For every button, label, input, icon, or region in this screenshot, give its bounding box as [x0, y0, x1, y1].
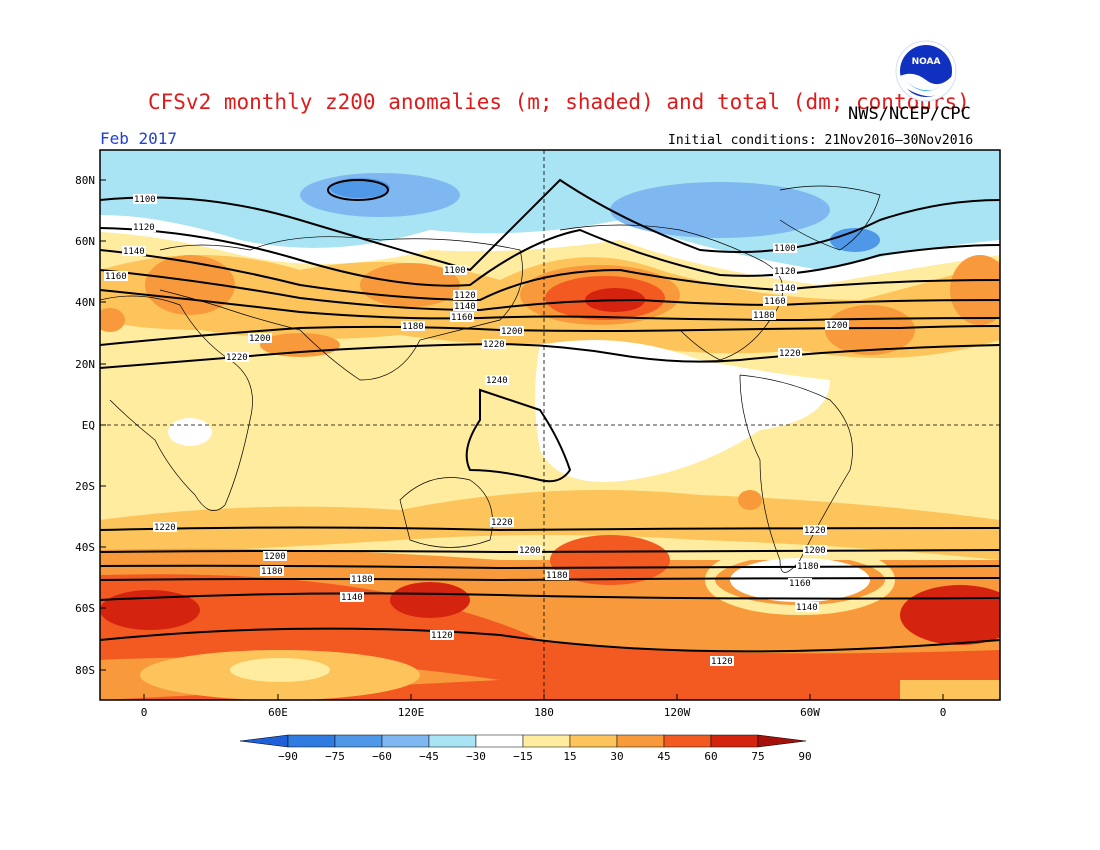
- colorbar-arrow-high: [757, 734, 807, 748]
- lon-tick-label: 60W: [800, 706, 820, 719]
- lon-tick-label: 0: [940, 706, 947, 719]
- contour-label: 1140: [774, 284, 796, 294]
- colorbar-tick-label: −75: [325, 750, 345, 763]
- lon-tick-label: 0: [141, 706, 148, 719]
- colorbar-swatch: [569, 734, 618, 748]
- chart-title: CFSv2 monthly z200 anomalies (m; shaded)…: [148, 90, 970, 114]
- contour-label: 1140: [796, 603, 818, 613]
- contour-label: 1180: [351, 575, 373, 585]
- lat-tick-label: 60N: [75, 235, 95, 248]
- latitude-axis: 80N 60N 40N 20N EQ 20S 40S 60S 80S: [75, 174, 106, 677]
- contour-label: 1180: [546, 571, 568, 581]
- initial-conditions: Initial conditions: 21Nov2016–30Nov2016: [668, 133, 974, 148]
- contour-label: 1120: [133, 223, 155, 233]
- lat-tick-label: 40N: [75, 296, 95, 309]
- contour-label: 1200: [804, 546, 826, 556]
- colorbar-tick-label: 90: [798, 750, 811, 763]
- colorbar-swatch: [334, 734, 383, 748]
- colorbar-tick-label: 30: [610, 750, 623, 763]
- contour-label-group: 1100 1120 1140 1160 1100 1120 1140 1160 …: [104, 194, 849, 667]
- lon-tick-label: 120W: [664, 706, 691, 719]
- lat-tick-label: 20S: [75, 480, 95, 493]
- contour-label: 1160: [105, 272, 127, 282]
- contour-label: 1200: [826, 321, 848, 331]
- contour-label: 1200: [264, 552, 286, 562]
- colorbar-swatch: [522, 734, 571, 748]
- colorbar-swatch: [616, 734, 665, 748]
- contour-label: 1220: [483, 340, 505, 350]
- colorbar-swatch: [475, 734, 524, 748]
- forecast-month: Feb 2017: [100, 129, 178, 148]
- contour-label: 1220: [804, 526, 826, 536]
- lat-tick-label: EQ: [82, 419, 95, 432]
- lon-tick-label: 120E: [398, 706, 425, 719]
- contour-label: 1180: [402, 322, 424, 332]
- contour-label: 1240: [486, 376, 508, 386]
- contour-label: 1180: [261, 567, 283, 577]
- colorbar-swatch: [663, 734, 712, 748]
- organization-label: NWS/NCEP/CPC: [848, 104, 971, 124]
- contour-label: 1160: [789, 579, 811, 589]
- contour-label: 1200: [249, 334, 271, 344]
- svg-text:NOAA: NOAA: [912, 57, 941, 67]
- colorbar-swatch: [710, 734, 759, 748]
- colorbar-swatch: [428, 734, 477, 748]
- colorbar-tick-label: −60: [372, 750, 392, 763]
- contour-label: 1180: [753, 311, 775, 321]
- contour-label: 1200: [519, 546, 541, 556]
- contour-label: 1220: [226, 353, 248, 363]
- colorbar-tick-label: −15: [513, 750, 533, 763]
- colorbar-swatch: [287, 734, 336, 748]
- contour-label: 1220: [154, 523, 176, 533]
- contour-label: 1120: [774, 267, 796, 277]
- colorbar-legend: −90 −75 −60 −45 −30 −15 15 30 45 60 75 90: [239, 734, 812, 763]
- colorbar-tick-label: 60: [704, 750, 717, 763]
- colorbar-tick-label: 15: [563, 750, 576, 763]
- lon-tick-label: 180: [534, 706, 554, 719]
- lat-tick-label: 20N: [75, 358, 95, 371]
- contour-label: 1120: [431, 631, 453, 641]
- lat-tick-label: 40S: [75, 541, 95, 554]
- contour-label: 1100: [444, 266, 466, 276]
- lat-tick-label: 80S: [75, 664, 95, 677]
- contour-label: 1220: [491, 518, 513, 528]
- colorbar-tick-label: 75: [751, 750, 764, 763]
- contour-label: 1160: [764, 297, 786, 307]
- contour-label: 1120: [454, 291, 476, 301]
- lat-tick-label: 80N: [75, 174, 95, 187]
- contour-label: 1140: [123, 247, 145, 257]
- colorbar-tick-label: −45: [419, 750, 439, 763]
- colorbar-tick-label: 45: [657, 750, 670, 763]
- contour-label: 1140: [454, 302, 476, 312]
- contour-label: 1140: [341, 593, 363, 603]
- lon-tick-label: 60E: [268, 706, 288, 719]
- colorbar-tick-label: −30: [466, 750, 486, 763]
- contour-label: 1100: [774, 244, 796, 254]
- contour-label: 1180: [797, 562, 819, 572]
- contour-label: 1100: [134, 195, 156, 205]
- colorbar-arrow-low: [239, 734, 289, 748]
- contour-label: 1160: [451, 313, 473, 323]
- lat-tick-label: 60S: [75, 602, 95, 615]
- colorbar-swatch: [381, 734, 430, 748]
- colorbar-tick-label: −90: [278, 750, 298, 763]
- noaa-logo: NOAA: [895, 40, 957, 102]
- longitude-axis: 0 60E 120E 180 120W 60W 0: [141, 694, 947, 719]
- contour-label: 1220: [779, 349, 801, 359]
- contour-label: 1120: [711, 657, 733, 667]
- contour-label: 1200: [501, 327, 523, 337]
